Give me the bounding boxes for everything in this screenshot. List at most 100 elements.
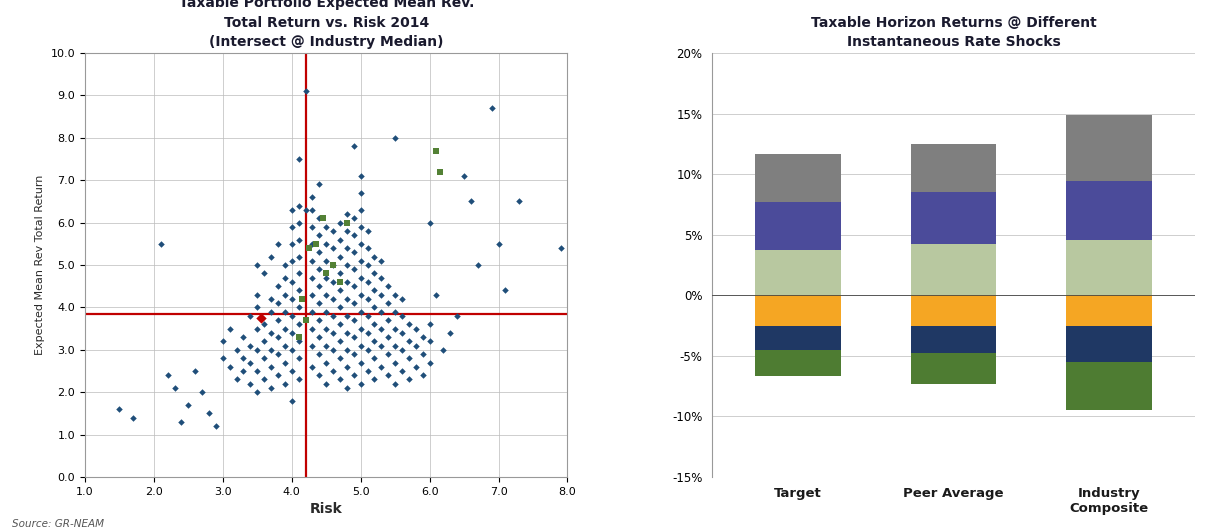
Point <box>412 371 432 379</box>
Point <box>351 341 370 350</box>
Point <box>344 316 364 324</box>
Point <box>227 346 246 354</box>
Point <box>261 346 280 354</box>
Point <box>289 286 308 295</box>
Point <box>351 324 370 333</box>
Bar <box>754 251 841 295</box>
Bar <box>1066 325 1152 362</box>
Point <box>317 257 336 265</box>
Point <box>406 324 426 333</box>
Point <box>344 214 364 223</box>
Point <box>324 329 343 337</box>
Point <box>247 261 267 269</box>
Point <box>234 333 254 341</box>
Point <box>261 329 280 337</box>
Title: Taxable Portfolio Expected Mean Rev.
Total Return vs. Risk 2014
(Intersect @ Ind: Taxable Portfolio Expected Mean Rev. Tot… <box>178 0 474 49</box>
Point <box>255 269 274 278</box>
Bar <box>911 354 996 384</box>
Point <box>317 379 336 388</box>
Point <box>351 257 370 265</box>
Point <box>289 155 308 163</box>
Point <box>406 341 426 350</box>
Point <box>251 314 270 322</box>
Point <box>358 329 377 337</box>
Point <box>324 312 343 320</box>
Point <box>324 244 343 252</box>
Point <box>344 142 364 151</box>
Point <box>509 197 529 206</box>
Point <box>337 384 357 392</box>
Point <box>268 371 287 379</box>
Point <box>261 363 280 371</box>
Point <box>330 375 349 384</box>
Point <box>109 405 129 413</box>
Point <box>337 244 357 252</box>
Point <box>344 282 364 290</box>
Point <box>152 240 171 248</box>
Point <box>317 290 336 299</box>
Point <box>158 371 177 379</box>
Point <box>489 240 508 248</box>
Point <box>330 235 349 244</box>
Point <box>165 384 184 392</box>
Point <box>289 333 308 341</box>
Point <box>330 320 349 329</box>
Point <box>275 273 295 282</box>
Point <box>448 312 467 320</box>
Point <box>344 265 364 273</box>
Point <box>247 303 267 312</box>
Y-axis label: Expected Mean Rev Total Return: Expected Mean Rev Total Return <box>35 175 45 355</box>
Text: Source: GR-NEAM: Source: GR-NEAM <box>12 519 104 529</box>
Point <box>281 312 301 320</box>
Point <box>420 337 439 346</box>
Point <box>365 354 385 363</box>
Point <box>365 375 385 384</box>
Bar <box>754 154 841 202</box>
Point <box>309 214 329 223</box>
Point <box>324 295 343 303</box>
Point <box>330 354 349 363</box>
Point <box>300 244 319 252</box>
Point <box>289 235 308 244</box>
Point <box>358 227 377 235</box>
Point <box>344 299 364 307</box>
Point <box>330 337 349 346</box>
Point <box>420 320 439 329</box>
Point <box>303 257 323 265</box>
Point <box>337 278 357 286</box>
Point <box>371 290 391 299</box>
Point <box>234 354 254 363</box>
Point <box>309 316 329 324</box>
Point <box>240 358 260 367</box>
Point <box>371 363 391 371</box>
Point <box>296 206 315 214</box>
Point <box>392 367 411 375</box>
Point <box>386 134 405 142</box>
Point <box>399 354 418 363</box>
Point <box>392 312 411 320</box>
Point <box>344 350 364 358</box>
Point <box>193 388 212 396</box>
Point <box>378 299 398 307</box>
Bar <box>911 325 996 354</box>
Point <box>289 303 308 312</box>
Point <box>309 248 329 257</box>
Point <box>455 172 474 180</box>
Point <box>303 341 323 350</box>
Point <box>358 346 377 354</box>
Point <box>281 396 301 405</box>
Point <box>289 320 308 329</box>
Point <box>324 367 343 375</box>
Point <box>213 354 233 363</box>
Point <box>240 312 260 320</box>
Point <box>371 257 391 265</box>
Point <box>461 197 480 206</box>
Point <box>358 312 377 320</box>
Point <box>317 341 336 350</box>
Point <box>358 295 377 303</box>
Point <box>337 261 357 269</box>
Point <box>496 286 516 295</box>
Point <box>365 269 385 278</box>
Point <box>303 363 323 371</box>
Point <box>306 240 325 248</box>
